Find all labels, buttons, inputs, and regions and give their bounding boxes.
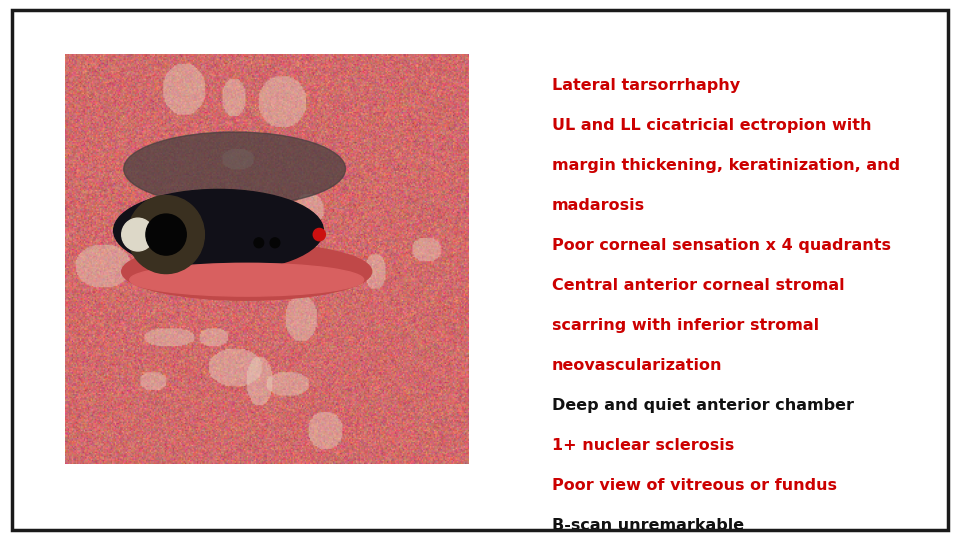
Ellipse shape — [124, 132, 346, 206]
Circle shape — [313, 228, 325, 241]
Text: 1+ nuclear sclerosis: 1+ nuclear sclerosis — [552, 438, 734, 453]
Ellipse shape — [122, 243, 372, 300]
Ellipse shape — [113, 190, 324, 272]
Text: Poor corneal sensation x 4 quadrants: Poor corneal sensation x 4 quadrants — [552, 238, 891, 253]
Ellipse shape — [146, 214, 186, 255]
Text: madarosis: madarosis — [552, 198, 645, 213]
Circle shape — [254, 238, 264, 248]
Text: neovascularization: neovascularization — [552, 358, 723, 373]
Text: Lateral tarsorrhaphy: Lateral tarsorrhaphy — [552, 78, 740, 93]
Ellipse shape — [128, 195, 204, 274]
Text: Central anterior corneal stromal: Central anterior corneal stromal — [552, 278, 845, 293]
Ellipse shape — [130, 264, 364, 296]
Text: margin thickening, keratinization, and: margin thickening, keratinization, and — [552, 158, 900, 173]
Text: Poor view of vitreous or fundus: Poor view of vitreous or fundus — [552, 478, 837, 493]
Text: Deep and quiet anterior chamber: Deep and quiet anterior chamber — [552, 398, 854, 413]
Circle shape — [270, 238, 279, 248]
Text: B-scan unremarkable: B-scan unremarkable — [552, 518, 744, 533]
Text: UL and LL cicatricial ectropion with: UL and LL cicatricial ectropion with — [552, 118, 872, 133]
Text: scarring with inferior stromal: scarring with inferior stromal — [552, 318, 819, 333]
Ellipse shape — [122, 218, 154, 251]
